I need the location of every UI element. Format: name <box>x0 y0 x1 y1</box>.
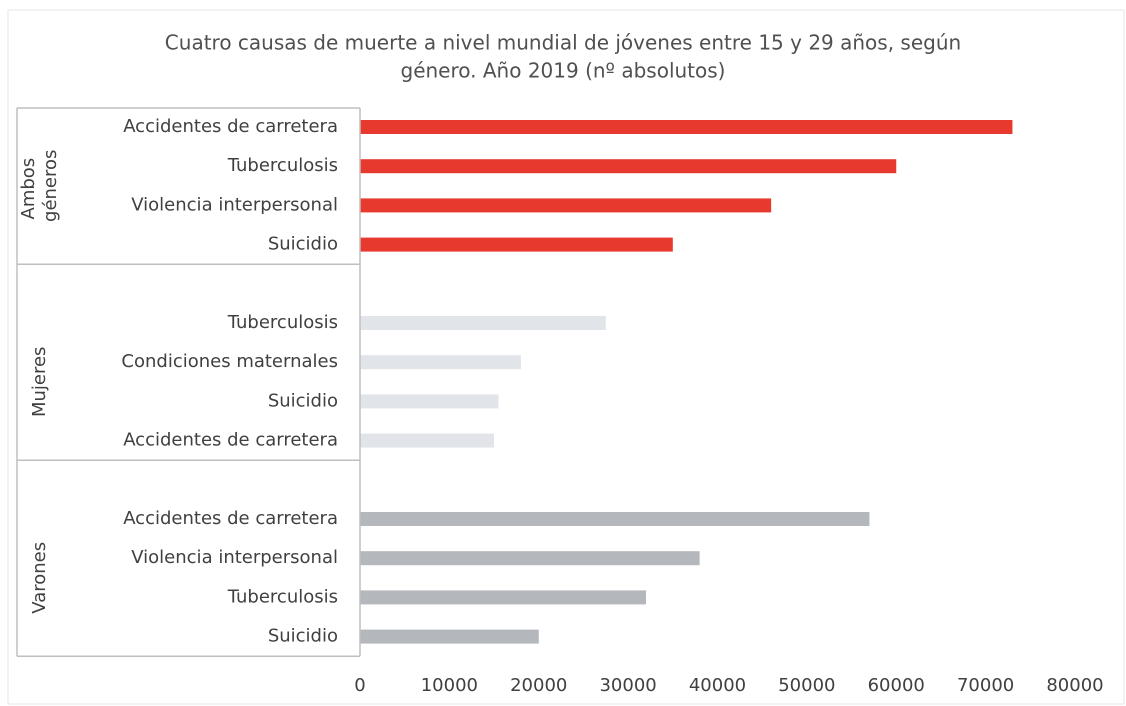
category-label: Accidentes de carretera <box>123 116 338 137</box>
category-label: Condiciones maternales <box>121 351 338 372</box>
group-label: Varones <box>29 542 50 614</box>
bar <box>360 316 606 330</box>
bar <box>360 512 870 526</box>
category-label: Tuberculosis <box>227 312 338 333</box>
bar <box>360 394 499 409</box>
bar <box>360 159 897 174</box>
category-label: Violencia interpersonal <box>131 547 338 568</box>
bar <box>360 629 539 644</box>
x-tick-label: 10000 <box>421 675 478 696</box>
chart-frame <box>7 9 1125 705</box>
bar <box>360 355 521 370</box>
category-label: Suicidio <box>268 234 338 255</box>
category-label: Accidentes de carretera <box>123 508 338 529</box>
group-label: Mujeres <box>29 347 50 417</box>
category-label: Accidentes de carretera <box>123 430 338 451</box>
chart-title: Cuatro causas de muerte a nivel mundial … <box>165 31 961 55</box>
x-tick-label: 70000 <box>957 675 1014 696</box>
category-label: Suicidio <box>268 390 338 411</box>
group-label: Ambos géneros <box>18 150 61 222</box>
x-tick-label: 80000 <box>1046 675 1103 696</box>
x-tick-label: 20000 <box>510 675 567 696</box>
x-tick-label: 60000 <box>868 675 925 696</box>
x-tick-label: 50000 <box>778 675 835 696</box>
category-label: Tuberculosis <box>227 155 338 176</box>
x-tick-label: 40000 <box>689 675 746 696</box>
chart-title: género. Año 2019 (nº absolutos) <box>401 59 726 83</box>
bar <box>360 433 495 448</box>
bar <box>360 198 772 213</box>
category-label: Violencia interpersonal <box>131 194 338 215</box>
bar <box>360 237 673 252</box>
bar <box>360 590 646 605</box>
category-label: Suicidio <box>268 626 338 647</box>
x-tick-label: 0 <box>354 675 365 696</box>
category-label: Tuberculosis <box>227 586 338 607</box>
bar <box>360 120 1013 134</box>
x-tick-label: 30000 <box>599 675 656 696</box>
bar <box>360 551 700 566</box>
